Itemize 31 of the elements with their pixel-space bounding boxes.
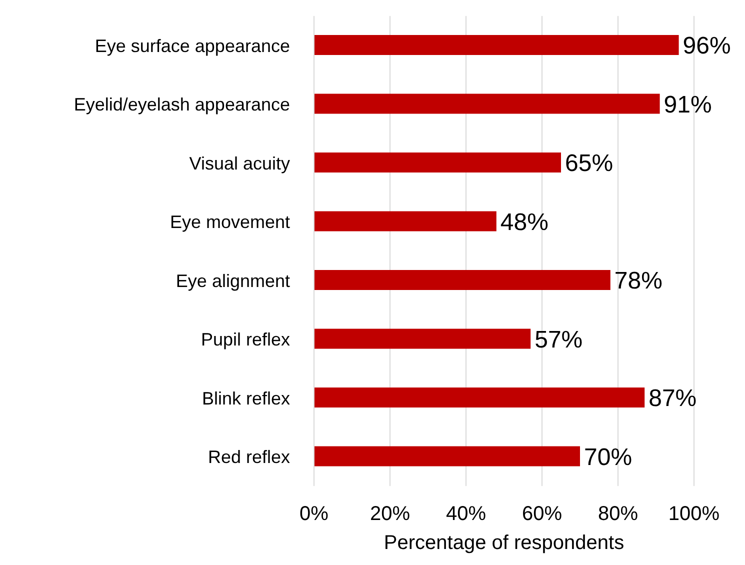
x-tick-label: 0% bbox=[300, 503, 329, 526]
data-label: 65% bbox=[565, 150, 614, 178]
bar bbox=[314, 35, 679, 55]
bar bbox=[314, 152, 561, 172]
data-label: 87% bbox=[648, 385, 697, 412]
data-label: 78% bbox=[614, 268, 662, 295]
x-axis-title: Percentage of respondents bbox=[384, 532, 624, 554]
y-tick-label: Red reflex bbox=[208, 447, 290, 468]
bar bbox=[314, 328, 531, 349]
y-tick-label: Eye surface appearance bbox=[94, 36, 290, 56]
x-tick-label: 20% bbox=[370, 503, 410, 526]
x-tick-label: 100% bbox=[668, 503, 720, 526]
bar bbox=[314, 270, 610, 290]
bar bbox=[314, 211, 496, 232]
data-label: 70% bbox=[584, 444, 632, 471]
x-tick-label: 80% bbox=[598, 503, 638, 526]
data-label: 96% bbox=[682, 32, 731, 60]
y-tick-label: Pupil reflex bbox=[200, 330, 290, 350]
data-label: 48% bbox=[500, 208, 548, 236]
data-label: 57% bbox=[534, 326, 583, 354]
bar bbox=[314, 446, 580, 466]
y-tick-label: Visual acuity bbox=[189, 153, 290, 174]
y-tick-label: Eyelid/eyelash appearance bbox=[74, 94, 290, 115]
bar bbox=[314, 94, 660, 114]
y-tick-label: Eye alignment bbox=[176, 270, 290, 291]
data-label: 91% bbox=[664, 91, 712, 118]
bar bbox=[314, 388, 645, 408]
x-tick-label: 60% bbox=[522, 503, 562, 526]
y-tick-label: Blink reflex bbox=[202, 388, 290, 408]
x-tick-label: 40% bbox=[446, 503, 486, 526]
y-tick-label: Eye movement bbox=[170, 212, 290, 232]
